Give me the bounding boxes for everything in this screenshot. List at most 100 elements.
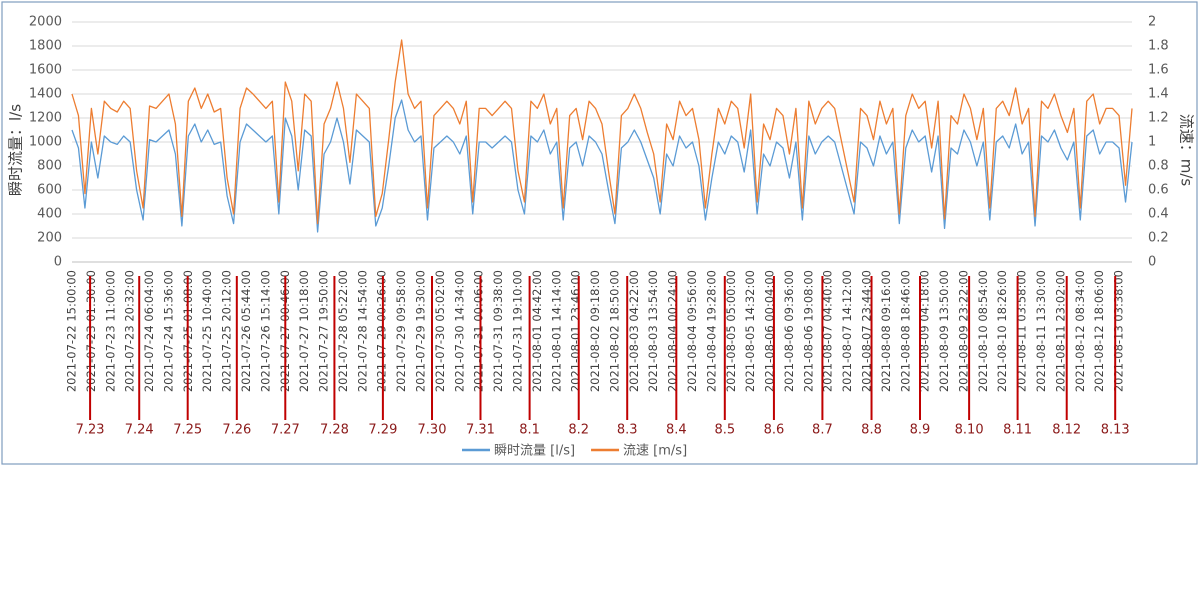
x-tick-label: 2021-08-09 04:18:00 (918, 270, 932, 392)
chart-frame (1, 1, 1198, 465)
annotation-label: 8.12 (1052, 423, 1081, 438)
x-tick-label: 2021-07-31 19:10:00 (510, 270, 524, 392)
annotation-label: 7.28 (320, 423, 349, 438)
x-tick-label: 2021-08-07 23:44:00 (860, 270, 874, 392)
y-tick-label: 400 (37, 207, 62, 222)
y-tick-label: 1400 (29, 87, 62, 102)
x-tick-label: 2021-08-07 04:40:00 (821, 270, 835, 392)
annotation-label: 7.31 (466, 423, 495, 438)
y-tick-label: 1600 (29, 63, 62, 78)
x-tick-label: 2021-07-31 00:06:00 (472, 270, 486, 392)
y2-tick-label: 1.6 (1148, 63, 1169, 78)
x-tick-label: 2021-07-23 20:32:00 (123, 270, 137, 392)
y-tick-label: 1000 (29, 135, 62, 150)
annotation-label: 7.23 (76, 423, 105, 438)
x-tick-label: 2021-07-24 06:04:00 (142, 270, 156, 392)
x-tick-label: 2021-08-11 13:30:00 (1034, 270, 1048, 392)
x-tick-label: 2021-08-08 09:16:00 (879, 270, 893, 392)
x-tick-label: 2021-07-22 15:00:00 (65, 270, 79, 392)
x-tick-label: 2021-08-05 05:00:00 (724, 270, 738, 392)
x-tick-label: 2021-07-29 00:26:00 (375, 270, 389, 392)
annotation-label: 8.4 (666, 423, 687, 438)
legend: 瞬时流量 [l/s] 流速 [m/s] (462, 444, 687, 459)
x-tick-label: 2021-07-30 14:34:00 (452, 270, 466, 392)
legend-label: 瞬时流量 [l/s] (494, 444, 575, 459)
x-tick-label: 2021-07-30 05:02:00 (433, 270, 447, 392)
x-tick-label: 2021-07-28 14:54:00 (355, 270, 369, 392)
y-tick-label: 2000 (29, 15, 62, 30)
series-line (71, 39, 1133, 225)
annotation-label: 7.27 (271, 423, 300, 438)
x-tick-label: 2021-08-12 18:06:00 (1092, 270, 1106, 392)
x-tick-label: 2021-08-01 14:14:00 (549, 270, 563, 392)
x-tick-label: 2021-07-27 19:50:00 (317, 270, 331, 392)
y2-tick-label: 0.8 (1148, 159, 1169, 174)
x-tick-label: 2021-08-10 18:26:00 (995, 270, 1009, 392)
x-tick-label: 2021-08-01 23:46:00 (569, 270, 583, 392)
x-tick-label: 2021-08-10 08:54:00 (976, 270, 990, 392)
y-tick-label: 600 (37, 183, 62, 198)
annotation-label: 8.11 (1003, 423, 1032, 438)
x-tick-label: 2021-08-07 14:12:00 (840, 270, 854, 392)
x-tick-label: 2021-08-03 04:22:00 (627, 270, 641, 392)
x-tick-label: 2021-08-08 18:46:00 (898, 270, 912, 392)
x-tick-label: 2021-07-28 05:22:00 (336, 270, 350, 392)
y2-tick-label: 2 (1148, 15, 1156, 30)
annotation-label: 8.8 (861, 423, 882, 438)
y2-tick-label: 0.6 (1148, 183, 1169, 198)
annotation-label: 8.10 (955, 423, 984, 438)
y2-tick-label: 0 (1148, 255, 1156, 270)
x-tick-label: 2021-08-06 09:36:00 (782, 270, 796, 392)
x-tick-label: 2021-08-01 04:42:00 (530, 270, 544, 392)
y-tick-label: 0 (54, 255, 62, 270)
annotation-label: 8.2 (568, 423, 589, 438)
annotation-label: 8.3 (617, 423, 638, 438)
y2-tick-label: 1.2 (1148, 111, 1169, 126)
x-tick-label: 2021-08-04 09:56:00 (685, 270, 699, 392)
series-line (71, 99, 1133, 233)
annotation-label: 7.24 (125, 423, 154, 438)
y2-axis-title: 流速：m/s (1178, 114, 1196, 187)
x-tick-label: 2021-08-03 13:54:00 (646, 270, 660, 392)
x-tick-label: 2021-07-23 11:00:00 (103, 270, 117, 392)
x-tick-label: 2021-07-25 20:12:00 (220, 270, 234, 392)
y2-tick-label: 1.4 (1148, 87, 1169, 102)
x-tick-label: 2021-07-31 09:38:00 (491, 270, 505, 392)
x-tick-label: 2021-08-05 14:32:00 (743, 270, 757, 392)
x-tick-label: 2021-08-09 23:22:00 (956, 270, 970, 392)
annotation-label: 7.30 (418, 423, 447, 438)
annotation-label: 8.5 (714, 423, 735, 438)
y-tick-label: 800 (37, 159, 62, 174)
y2-tick-label: 0.2 (1148, 231, 1169, 246)
x-tick-label: 2021-08-02 18:50:00 (607, 270, 621, 392)
x-tick-label: 2021-07-29 09:58:00 (394, 270, 408, 392)
x-tick-label: 2021-08-04 00:24:00 (666, 270, 680, 392)
x-tick-label: 2021-08-04 19:28:00 (704, 270, 718, 392)
x-tick-label: 2021-08-12 08:34:00 (1073, 270, 1087, 392)
annotation-label: 8.13 (1101, 423, 1130, 438)
annotation-label: 8.7 (812, 423, 833, 438)
legend-label: 流速 [m/s] (623, 444, 687, 459)
y-tick-label: 1800 (29, 39, 62, 54)
y2-tick-label: 1 (1148, 135, 1156, 150)
y-tick-label: 200 (37, 231, 62, 246)
y-axis-title: 瞬时流量：l/s (7, 104, 25, 196)
annotation-label: 7.29 (368, 423, 397, 438)
x-tick-label: 2021-08-02 09:18:00 (588, 270, 602, 392)
x-tick-label: 2021-07-26 05:44:00 (239, 270, 253, 392)
x-tick-label: 2021-07-29 19:30:00 (414, 270, 428, 392)
y2-tick-label: 0.4 (1148, 207, 1169, 222)
x-tick-label: 2021-07-25 10:40:00 (200, 270, 214, 392)
x-tick-label: 2021-08-11 23:02:00 (1053, 270, 1067, 392)
x-tick-label: 2021-08-09 13:50:00 (937, 270, 951, 392)
x-tick-label: 2021-07-26 15:14:00 (258, 270, 272, 392)
annotation-label: 8.1 (519, 423, 540, 438)
x-tick-label: 2021-08-06 19:08:00 (801, 270, 815, 392)
annotation-label: 8.6 (764, 423, 785, 438)
x-tick-label: 2021-07-24 15:36:00 (161, 270, 175, 392)
annotation-label: 8.9 (910, 423, 931, 438)
x-tick-label: 2021-07-27 10:18:00 (297, 270, 311, 392)
y2-tick-label: 1.8 (1148, 39, 1169, 54)
